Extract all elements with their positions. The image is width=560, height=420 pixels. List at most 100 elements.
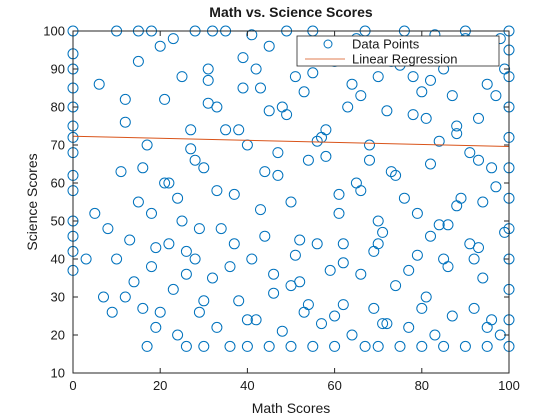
legend-label-data-points: Data Points	[352, 37, 420, 52]
data-point	[93, 78, 105, 90]
data-point	[263, 40, 275, 52]
data-point	[390, 169, 402, 181]
regression-line	[72, 135, 510, 148]
data-point	[468, 302, 480, 314]
data-point	[477, 196, 489, 208]
data-point	[359, 340, 371, 352]
data-point	[159, 177, 171, 189]
data-point	[381, 318, 393, 330]
data-point	[193, 306, 205, 318]
data-point	[425, 74, 436, 86]
data-point	[255, 82, 266, 94]
data-point	[451, 128, 463, 140]
data-point	[119, 93, 131, 105]
data-point	[202, 97, 214, 109]
data-point	[237, 82, 249, 94]
data-point	[438, 253, 450, 265]
data-point	[481, 78, 493, 90]
x-tick-label: 60	[327, 378, 341, 393]
data-point	[425, 230, 436, 242]
data-point	[337, 257, 349, 269]
data-point	[446, 310, 458, 322]
data-point	[403, 321, 415, 333]
data-point	[215, 223, 227, 235]
data-point	[102, 223, 114, 235]
data-point	[198, 295, 210, 307]
data-point	[285, 340, 297, 352]
data-point	[438, 340, 450, 352]
y-tick-label: 100	[43, 24, 65, 39]
data-point	[372, 71, 384, 83]
data-point	[111, 253, 123, 265]
data-point	[211, 185, 223, 197]
y-tick-label: 90	[51, 62, 65, 77]
data-point	[132, 55, 144, 67]
data-point	[372, 340, 384, 352]
data-point	[150, 242, 162, 254]
legend-label-linear-regression: Linear Regression	[352, 52, 458, 67]
y-tick-label: 60	[51, 176, 65, 191]
data-point	[298, 86, 310, 98]
y-tick-label: 70	[51, 138, 65, 153]
x-tick-label: 20	[153, 378, 167, 393]
data-point	[420, 291, 432, 303]
data-point	[237, 52, 249, 64]
data-point	[146, 261, 157, 273]
data-point	[272, 169, 284, 181]
data-point	[473, 154, 484, 166]
data-point	[486, 162, 498, 174]
data-point	[172, 329, 184, 341]
y-tick-label: 50	[51, 214, 65, 229]
data-point	[159, 93, 171, 105]
data-point	[324, 264, 336, 276]
data-point	[346, 329, 358, 341]
data-point	[146, 207, 157, 219]
data-point	[473, 112, 484, 124]
data-point	[307, 67, 319, 79]
data-point	[246, 253, 258, 265]
data-point	[407, 109, 419, 121]
data-point	[320, 150, 332, 162]
data-point	[80, 253, 92, 265]
data-point	[355, 90, 367, 102]
data-point	[311, 238, 323, 250]
data-point	[333, 188, 345, 200]
data-point	[446, 90, 458, 102]
data-point	[263, 340, 275, 352]
data-point	[416, 302, 428, 314]
data-point	[154, 40, 166, 52]
data-point	[442, 219, 454, 231]
data-point	[307, 340, 319, 352]
data-point	[193, 223, 205, 235]
data-point	[364, 139, 375, 151]
data-point	[176, 215, 188, 227]
data-point	[329, 340, 341, 352]
data-point	[302, 154, 314, 166]
data-point	[224, 340, 236, 352]
data-point	[329, 310, 341, 322]
data-point	[246, 29, 258, 41]
data-point	[180, 268, 192, 280]
data-point	[385, 166, 397, 178]
y-axis-ticks: 10 20 30 40 50 60 70 80 90 100	[43, 24, 509, 381]
data-point	[198, 340, 210, 352]
data-point	[167, 33, 179, 45]
regression-line-layer	[72, 135, 510, 148]
data-point	[276, 325, 288, 337]
data-point	[259, 230, 271, 242]
data-point	[285, 280, 297, 292]
data-point	[411, 249, 423, 261]
data-point	[128, 276, 140, 288]
data-point	[302, 299, 314, 311]
data-point	[167, 283, 179, 295]
data-point	[377, 318, 389, 330]
data-point	[98, 291, 109, 303]
data-point	[398, 192, 410, 204]
data-point	[211, 321, 223, 333]
data-point	[263, 105, 275, 117]
x-axis-ticks: 0 20 40 60 80 100	[69, 31, 520, 393]
data-point	[115, 166, 127, 178]
data-point	[416, 340, 428, 352]
y-tick-label: 80	[51, 100, 65, 115]
